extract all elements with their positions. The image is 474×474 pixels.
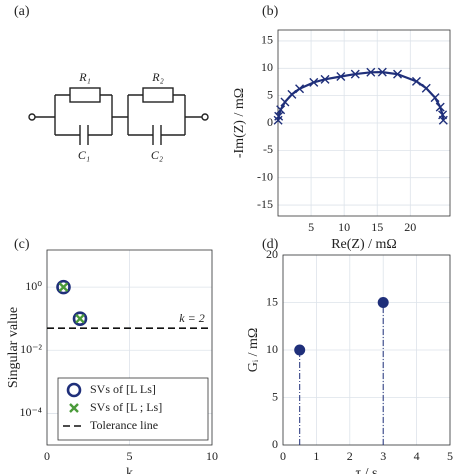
cross-marker — [75, 313, 85, 324]
x-tick-label: 15 — [371, 220, 383, 234]
y-tick-label: -5 — [263, 142, 273, 156]
circle-marker — [72, 311, 88, 327]
plot-frame — [46, 249, 213, 446]
cross-marker — [438, 110, 448, 120]
cross-marker — [393, 69, 403, 79]
x-tick-label: 5 — [308, 220, 314, 234]
x-tick-label: 10 — [338, 220, 350, 234]
y-axis-label: Singular value — [6, 307, 21, 388]
r2-label: R₂ — [151, 70, 164, 84]
cross-marker — [69, 403, 79, 413]
cross-marker — [295, 84, 305, 94]
x-tick-label: 1 — [313, 449, 319, 463]
panel-label: (a) — [14, 4, 30, 19]
terminal — [28, 113, 36, 121]
x-tick-label: 0 — [44, 449, 50, 463]
cross-marker — [273, 115, 283, 125]
y-tick-label: 15 — [261, 33, 273, 47]
plot-frame — [277, 29, 451, 217]
r1-label: R₁ — [78, 70, 91, 84]
cross-marker — [350, 69, 360, 79]
circle-marker — [66, 382, 82, 398]
cross-marker — [366, 67, 376, 77]
x-tick-label: 2 — [347, 449, 353, 463]
cross-marker — [58, 282, 69, 292]
y-tick-label: 10⁻² — [20, 342, 42, 356]
y-tick-label: -15 — [257, 197, 273, 211]
plot-frame — [282, 254, 451, 446]
y-tick-label: 10⁻⁴ — [19, 405, 42, 419]
x-tick-label: 5 — [127, 449, 133, 463]
legend-box — [57, 377, 209, 441]
annotation: k = 2 — [179, 311, 204, 325]
y-axis-label: Gᵢ / mΩ — [246, 328, 261, 373]
legend-label: Tolerance line — [90, 418, 158, 432]
cross-marker — [309, 77, 319, 87]
legend-label: SVs of [L ; Ls] — [90, 400, 162, 414]
x-tick-label: 10 — [206, 449, 218, 463]
cross-marker — [287, 89, 297, 99]
circuit: R₁ R₂ C₁ C₂ — [28, 70, 209, 162]
x-axis-label: τ / s — [356, 466, 378, 474]
x-tick-label: 4 — [414, 449, 420, 463]
cross-marker — [377, 67, 387, 77]
y-tick-label: 5 — [272, 389, 278, 403]
y-tick-label: 20 — [266, 247, 278, 261]
c2-label: C₂ — [151, 148, 163, 162]
cross-marker — [430, 93, 440, 103]
cross-marker — [320, 74, 330, 84]
y-tick-label: 10⁰ — [25, 279, 42, 293]
wire — [35, 94, 202, 136]
x-tick-label: 0 — [280, 449, 286, 463]
x-tick-label: 20 — [404, 220, 416, 234]
cross-marker — [435, 102, 445, 112]
capacitor — [79, 125, 162, 145]
resistor — [69, 87, 101, 103]
cross-marker — [421, 83, 431, 93]
resistor — [142, 87, 174, 103]
cross-marker — [280, 97, 290, 107]
y-tick-label: 5 — [267, 87, 273, 101]
y-tick-label: 10 — [261, 60, 273, 74]
x-axis-label: Re(Z) / mΩ — [331, 237, 397, 252]
circle-marker — [56, 279, 71, 295]
stem-dot — [294, 344, 306, 356]
x-tick-label: 5 — [447, 449, 453, 463]
y-tick-label: 10 — [266, 342, 278, 356]
y-tick-label: -10 — [257, 169, 273, 183]
x-tick-label: 3 — [380, 449, 386, 463]
cross-marker — [411, 76, 421, 86]
legend-label: SVs of [L Ls] — [90, 382, 156, 396]
panel-label: (d) — [262, 237, 279, 252]
y-tick-label: 0 — [267, 115, 273, 129]
panel-label: (b) — [262, 4, 279, 19]
x-axis-label: k — [126, 466, 133, 474]
y-tick-label: 15 — [266, 294, 278, 308]
panel-label: (c) — [14, 237, 30, 252]
terminal — [201, 113, 209, 121]
c1-label: C₁ — [78, 148, 90, 162]
y-tick-label: 0 — [272, 437, 278, 451]
stem-dot — [377, 297, 389, 308]
y-axis-label: -Im(Z) / mΩ — [232, 88, 247, 158]
cross-marker — [336, 72, 346, 81]
cross-marker — [276, 105, 286, 115]
